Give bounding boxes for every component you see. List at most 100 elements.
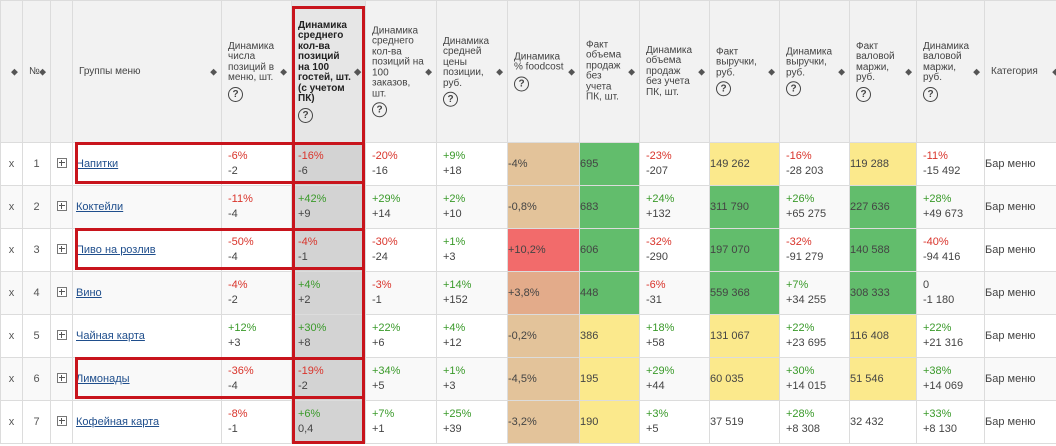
group-name-link[interactable]: Напитки	[76, 158, 119, 170]
foodcost-cell: -4%	[507, 142, 580, 186]
absolute-change: +6	[372, 337, 385, 349]
help-icon[interactable]: ?	[443, 91, 458, 107]
sort-icon[interactable]: ◆	[568, 66, 575, 76]
sort-icon[interactable]: ◆	[280, 66, 287, 76]
value-pair: -16% -28 203	[780, 149, 849, 179]
sort-icon[interactable]: ◆	[1052, 66, 1056, 76]
dyn-revenue-cell: -16% -28 203	[779, 142, 850, 186]
remove-row-button[interactable]: x	[0, 228, 23, 272]
percent-change: -40%	[923, 236, 949, 248]
group-name-cell: Лимонады	[72, 357, 222, 401]
group-name-link[interactable]: Вино	[76, 287, 102, 299]
header-fact-revenue[interactable]: Факт выручки, руб.? ◆	[709, 0, 780, 143]
group-name-link[interactable]: Коктейли	[76, 201, 124, 213]
absolute-change: -15 492	[923, 165, 961, 177]
absolute-change: +152	[443, 294, 468, 306]
dyn-sales-cell: +3% +5	[639, 400, 710, 444]
header-dyn-margin[interactable]: Динамика валовой маржи, руб.? ◆	[916, 0, 985, 143]
group-name-link[interactable]: Чайная карта	[76, 330, 145, 342]
absolute-change: -1	[298, 251, 308, 263]
avg-pos-100-guests-cell: +4% +2	[291, 271, 366, 315]
table-row: x 3 Пиво на розлив -50% -4 -4% -1 -30% -24 +1% +3 +…	[0, 228, 1056, 272]
remove-row-button[interactable]: x	[0, 271, 23, 315]
dyn-sales-cell: +18% +58	[639, 314, 710, 358]
sort-icon[interactable]: ◆	[698, 66, 705, 76]
absolute-change: +1	[372, 423, 385, 435]
expand-plus-icon[interactable]	[56, 372, 67, 383]
sort-icon[interactable]: ◆	[425, 66, 432, 76]
header-foodcost[interactable]: Динамика % foodcost? ◆	[507, 0, 580, 143]
header-dyn-revenue[interactable]: Динамика выручки, руб.? ◆	[779, 0, 850, 143]
group-name-cell: Вино	[72, 271, 222, 315]
value-pair: +14% +152	[437, 278, 507, 308]
expand-plus-icon[interactable]	[56, 329, 67, 340]
expand-plus-icon[interactable]	[56, 243, 67, 254]
absolute-change: +8 130	[923, 423, 957, 435]
percent-change: +29%	[372, 193, 401, 205]
help-icon[interactable]: ?	[923, 86, 938, 102]
help-icon[interactable]: ?	[786, 81, 801, 97]
header-fact-margin[interactable]: Факт валовой маржи, руб.? ◆	[849, 0, 917, 143]
expand-plus-icon[interactable]	[56, 157, 67, 168]
remove-row-button[interactable]: x	[0, 142, 23, 186]
absolute-change: +18	[443, 165, 462, 177]
absolute-change: -4	[228, 251, 238, 263]
absolute-change: -91 279	[786, 251, 824, 263]
percent-change: +42%	[298, 193, 327, 205]
percent-change: -8%	[228, 408, 248, 420]
group-name-link[interactable]: Пиво на розлив	[76, 244, 156, 256]
header-fact-sales[interactable]: Факт объема продаж без учета ПК, шт. ◆	[579, 0, 640, 143]
sort-icon[interactable]: ◆	[11, 66, 18, 76]
header-avg-pos-100-guests[interactable]: Динамика среднего кол-ва позиций на 100 …	[291, 0, 366, 143]
sort-icon[interactable]: ◆	[210, 66, 217, 76]
value-pair: +7% +1	[366, 407, 436, 437]
percent-change: +6%	[298, 408, 321, 420]
header-x[interactable]: ◆	[0, 0, 23, 143]
group-name-link[interactable]: Лимонады	[76, 373, 130, 385]
help-icon[interactable]: ?	[716, 81, 731, 97]
percent-change: +1%	[443, 236, 466, 248]
header-group[interactable]: Группы меню ◆	[72, 0, 222, 143]
absolute-change: +39	[443, 423, 462, 435]
group-name-cell: Коктейли	[72, 185, 222, 229]
sort-icon[interactable]: ◆	[628, 66, 635, 76]
header-avg-price[interactable]: Динамика средней цены позиции, руб.? ◆	[436, 0, 508, 143]
value-pair: +29% +14	[366, 192, 436, 222]
remove-row-button[interactable]: x	[0, 400, 23, 444]
percent-change: +22%	[372, 322, 401, 334]
group-name-link[interactable]: Кофейная карта	[76, 416, 160, 428]
sort-icon[interactable]: ◆	[838, 66, 845, 76]
sort-icon[interactable]: ◆	[768, 66, 775, 76]
help-icon[interactable]: ?	[372, 102, 387, 118]
avg-pos-100-orders-cell: +22% +6	[365, 314, 437, 358]
sort-icon[interactable]: ◆	[496, 66, 503, 76]
avg-price-cell: +9% +18	[436, 142, 508, 186]
value-pair: +42% +9	[292, 192, 365, 222]
help-icon[interactable]: ?	[514, 76, 529, 91]
header-dyn-sales[interactable]: Динамика объема продаж без учета ПК, шт.…	[639, 0, 710, 143]
sort-icon[interactable]: ◆	[354, 66, 361, 76]
category-cell: Бар меню	[984, 228, 1056, 272]
percent-change: -19%	[298, 365, 324, 377]
remove-row-button[interactable]: x	[0, 314, 23, 358]
expand-plus-icon[interactable]	[56, 286, 67, 297]
remove-row-button[interactable]: x	[0, 185, 23, 229]
sort-icon[interactable]: ◆	[39, 66, 46, 76]
absolute-change: -2	[228, 165, 238, 177]
avg-price-cell: +14% +152	[436, 271, 508, 315]
header-category[interactable]: Категория ◆	[984, 0, 1056, 143]
value-pair: +30% +14 015	[780, 364, 849, 394]
sort-icon[interactable]: ◆	[905, 66, 912, 76]
remove-row-button[interactable]: x	[0, 357, 23, 401]
dyn-margin-cell: 0 -1 180	[916, 271, 985, 315]
help-icon[interactable]: ?	[856, 86, 871, 102]
header-number[interactable]: № ◆	[22, 0, 51, 143]
sort-icon[interactable]: ◆	[973, 66, 980, 76]
absolute-change: +14 069	[923, 380, 964, 392]
header-avg-pos-100-orders[interactable]: Динамика среднего кол-ва позиций на 100 …	[365, 0, 437, 143]
expand-plus-icon[interactable]	[56, 200, 67, 211]
expand-plus-icon[interactable]	[56, 415, 67, 426]
help-icon[interactable]: ?	[298, 107, 313, 123]
help-icon[interactable]: ?	[228, 86, 243, 102]
header-pos-count[interactable]: Динамика числа позиций в меню, шт.? ◆	[221, 0, 292, 143]
